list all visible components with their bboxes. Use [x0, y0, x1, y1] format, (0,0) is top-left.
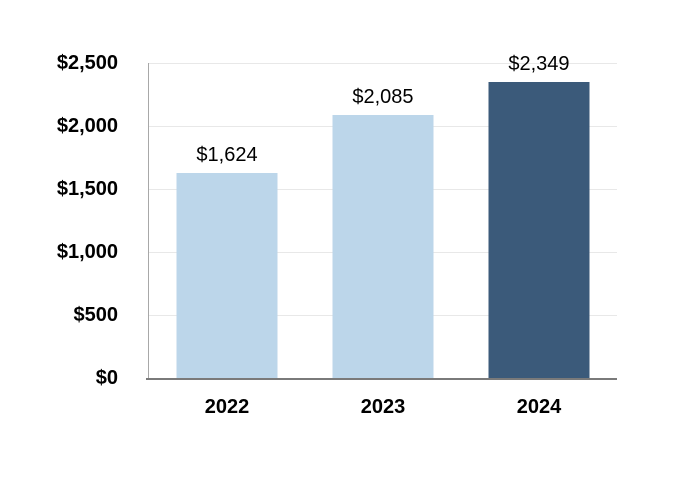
gridline — [149, 63, 617, 64]
y-tick-label-0: $0 — [95, 367, 118, 389]
y-tick-label-1000: $1,000 — [56, 241, 118, 263]
x-tick-label-2024: 2024 — [516, 396, 562, 418]
bar-2022 — [176, 173, 278, 378]
bar-slot-2022: $1,624 — [149, 63, 305, 378]
y-axis-line — [148, 63, 149, 380]
bar-value-label-2022: $1,624 — [196, 144, 258, 167]
bar-2023 — [332, 115, 434, 378]
y-tick-label-1500: $1,500 — [56, 178, 118, 200]
y-tick-label-2000: $2,000 — [56, 115, 118, 137]
bar-slot-2024: $2,349 — [461, 53, 617, 378]
bar-2024 — [488, 82, 590, 378]
x-tick-label-2023: 2023 — [360, 396, 406, 418]
y-axis-labels: $0 $500 $1,000 $1,500 $2,000 $2,500 — [0, 53, 119, 388]
y-tick-label-500: $500 — [73, 304, 119, 326]
bar-slot-2023: $2,085 — [305, 63, 461, 378]
bar-value-label-2023: $2,085 — [352, 86, 414, 109]
x-axis-labels: 2022 2023 2024 — [149, 396, 617, 418]
x-axis-line — [146, 378, 617, 380]
x-tick-label-2022: 2022 — [204, 396, 250, 418]
bar-value-label-2024: $2,349 — [508, 53, 570, 76]
y-tick-label-2500: $2,500 — [56, 52, 118, 74]
plot-area: $1,624 $2,085 $2,349 — [149, 53, 617, 378]
